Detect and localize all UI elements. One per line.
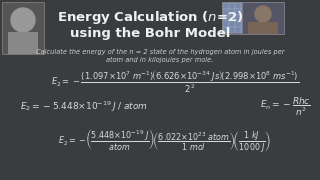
Bar — [277, 3, 283, 8]
Bar — [271, 21, 276, 26]
Bar — [259, 21, 265, 26]
Bar — [235, 21, 241, 26]
Bar — [241, 21, 246, 26]
Bar — [241, 27, 246, 33]
Bar — [223, 27, 228, 33]
Bar — [253, 3, 259, 8]
Bar — [265, 3, 270, 8]
Bar — [271, 15, 276, 21]
Bar — [271, 9, 276, 15]
Bar — [265, 27, 270, 33]
Bar — [247, 15, 252, 21]
Bar — [253, 27, 259, 33]
Bar — [265, 15, 270, 21]
Bar — [259, 3, 265, 8]
Bar — [247, 9, 252, 15]
Bar — [229, 21, 235, 26]
Bar — [247, 3, 252, 8]
Bar — [247, 27, 252, 33]
Text: $E_n = -\dfrac{Rhc}{n^2}$: $E_n = -\dfrac{Rhc}{n^2}$ — [260, 96, 310, 118]
Text: Calculate the energy of the n = 2 state of the hydrogen atom in joules per
atom : Calculate the energy of the n = 2 state … — [36, 49, 284, 63]
Bar — [235, 27, 241, 33]
Bar — [277, 21, 283, 26]
Bar — [271, 3, 276, 8]
Bar — [235, 15, 241, 21]
Bar — [223, 21, 228, 26]
Bar — [253, 21, 259, 26]
Bar — [8, 32, 38, 54]
Bar — [248, 22, 278, 34]
Text: $E_2 = -\!\left(\dfrac{5.448{\times}10^{-19}\;J}{atom}\right)\!\left(\dfrac{6.02: $E_2 = -\!\left(\dfrac{5.448{\times}10^{… — [58, 127, 272, 154]
Text: using the Bohr Model: using the Bohr Model — [70, 28, 230, 40]
Bar — [235, 9, 241, 15]
Bar — [277, 15, 283, 21]
Circle shape — [255, 6, 271, 22]
Bar — [247, 21, 252, 26]
Bar — [223, 9, 228, 15]
Bar — [229, 27, 235, 33]
Bar — [223, 15, 228, 21]
Bar — [223, 3, 228, 8]
Bar — [2, 2, 44, 54]
Text: $E_2 = -5.448{\times}10^{-19}\;J\;/\;atom$: $E_2 = -5.448{\times}10^{-19}\;J\;/\;ato… — [20, 100, 148, 114]
Bar — [253, 9, 259, 15]
Bar — [259, 15, 265, 21]
Bar — [277, 9, 283, 15]
Bar — [259, 27, 265, 33]
Bar — [253, 15, 259, 21]
Text: $E_2 = -\dfrac{\left(1.097{\times}10^7\;m^{-1}\right)\!\left(6.626{\times}10^{-3: $E_2 = -\dfrac{\left(1.097{\times}10^7\;… — [51, 69, 299, 95]
Bar — [229, 9, 235, 15]
Bar — [265, 21, 270, 26]
Circle shape — [11, 8, 35, 32]
Bar — [229, 15, 235, 21]
Bar — [242, 2, 284, 34]
Bar — [222, 2, 284, 34]
Bar — [235, 3, 241, 8]
Bar — [277, 27, 283, 33]
Bar — [229, 3, 235, 8]
Bar — [241, 9, 246, 15]
Bar — [259, 9, 265, 15]
Bar — [271, 27, 276, 33]
Bar — [241, 15, 246, 21]
Text: Energy Calculation ($n$=2): Energy Calculation ($n$=2) — [57, 10, 243, 26]
Bar — [265, 9, 270, 15]
Bar — [241, 3, 246, 8]
